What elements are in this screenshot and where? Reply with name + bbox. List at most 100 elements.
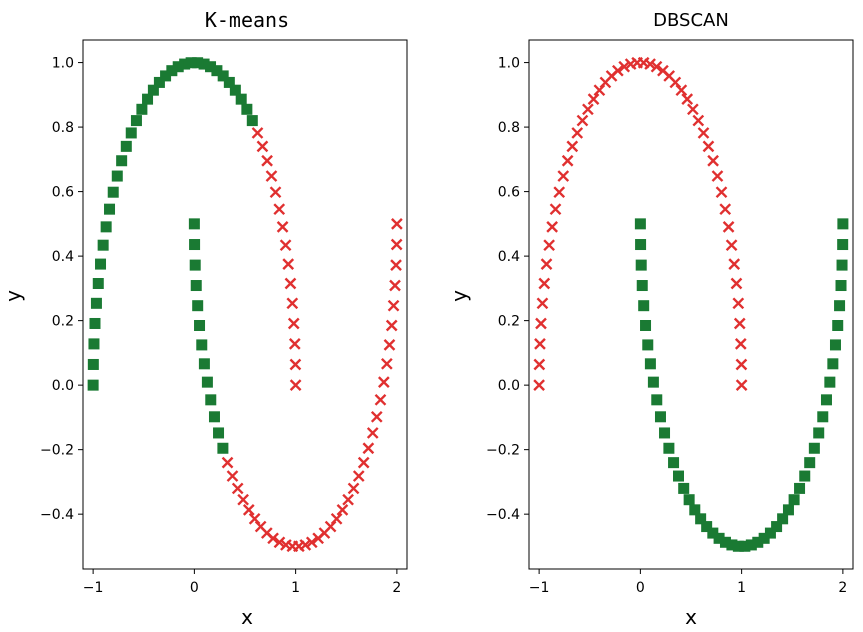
- dbscan-x-ticks: −1 0 1 2: [529, 569, 847, 596]
- dbscan-point-square: [745, 539, 757, 551]
- dbscan-point-square: [837, 239, 849, 251]
- dbscan-point-cross: [657, 64, 669, 77]
- dbscan-point-square: [659, 427, 671, 439]
- dbscan-point-cross: [618, 60, 631, 73]
- kmeans-point-cross: [362, 442, 375, 455]
- kmeans-point-square: [201, 376, 213, 388]
- kmeans-point-square: [172, 61, 184, 73]
- dbscan-point-cross: [571, 127, 584, 139]
- kmeans-point-cross: [279, 239, 292, 252]
- dbscan-point-cross: [543, 239, 556, 252]
- kmeans-point-square: [208, 411, 220, 423]
- dbscan-point-square: [758, 532, 770, 544]
- dbscan-point-cross: [533, 379, 545, 391]
- dbscan-point-square: [683, 494, 695, 506]
- kmeans-points: [87, 57, 403, 553]
- kmeans-point-square: [188, 218, 200, 230]
- kmeans-point-square: [142, 93, 154, 105]
- kmeans-point-cross: [273, 536, 286, 549]
- dbscan-point-square: [788, 494, 800, 506]
- dbscan-point-cross: [582, 103, 594, 116]
- kmeans-x-ticks: −1 0 1 2: [83, 569, 401, 596]
- kmeans-point-square: [205, 61, 217, 73]
- dbscan-point-cross: [681, 93, 694, 106]
- dbscan-point-cross: [538, 277, 551, 290]
- kmeans-point-square: [246, 115, 258, 127]
- kmeans-title: K-means: [205, 8, 289, 32]
- kmeans-point-cross: [284, 277, 297, 290]
- dbscan-point-cross: [549, 203, 562, 216]
- kmeans-point-cross: [366, 427, 379, 439]
- kmeans-y-tick-label: −0.4: [40, 507, 74, 523]
- dbscan-point-square: [739, 540, 751, 552]
- dbscan-point-square: [713, 532, 725, 544]
- kmeans-point-square: [194, 320, 206, 331]
- kmeans-point-square: [189, 239, 201, 251]
- kmeans-point-cross: [299, 539, 312, 551]
- kmeans-point-cross: [242, 503, 255, 516]
- dbscan-y-tick-label: 0.8: [498, 120, 520, 136]
- dbscan-point-square: [668, 457, 680, 469]
- kmeans-point-cross: [391, 218, 403, 230]
- dbscan-point-square: [636, 280, 648, 292]
- dbscan-point-cross: [725, 239, 738, 252]
- kmeans-point-cross: [237, 493, 249, 506]
- kmeans-point-cross: [347, 482, 360, 495]
- kmeans-point-cross: [330, 512, 343, 525]
- kmeans-point-square: [111, 170, 123, 182]
- kmeans-point-square: [205, 394, 217, 406]
- kmeans-point-cross: [256, 140, 269, 153]
- kmeans-point-square: [107, 186, 119, 198]
- dbscan-x-tick-label: 2: [838, 580, 847, 596]
- dbscan-y-tick-label: −0.2: [486, 443, 520, 459]
- dbscan-y-tick-label: 1.0: [498, 56, 520, 72]
- kmeans-point-square: [153, 76, 165, 88]
- dbscan-point-square: [732, 540, 744, 552]
- kmeans-point-cross: [265, 170, 278, 182]
- dbscan-point-cross: [566, 140, 579, 153]
- kmeans-x-tick-label: 0: [190, 580, 199, 596]
- kmeans-point-square: [185, 57, 197, 69]
- dbscan-point-square: [726, 539, 738, 551]
- dbscan-point-cross: [576, 114, 589, 127]
- kmeans-point-cross: [267, 532, 279, 545]
- dbscan-point-square: [635, 259, 647, 271]
- kmeans-point-square: [130, 115, 142, 127]
- dbscan-y-tick-label: −0.4: [486, 507, 520, 523]
- dbscan-axes-frame: [528, 39, 854, 570]
- kmeans-point-cross: [305, 536, 318, 549]
- kmeans-point-cross: [261, 154, 273, 167]
- kmeans-subplot: K-means −0.4 −0.2 0.0 0.2 0.4 0.6 0.8 1.0 −1 0 1 2…: [1, 8, 408, 629]
- dbscan-point-square: [777, 513, 789, 525]
- dbscan-x-tick-label: 1: [737, 580, 746, 596]
- kmeans-point-cross: [390, 238, 403, 251]
- kmeans-point-cross: [377, 376, 390, 388]
- kmeans-point-square: [189, 259, 201, 271]
- kmeans-point-square: [92, 278, 104, 289]
- kmeans-point-square: [136, 103, 148, 115]
- kmeans-point-square: [190, 280, 202, 292]
- kmeans-y-tick-label: 0.0: [52, 378, 74, 394]
- dbscan-point-cross: [734, 338, 747, 350]
- dbscan-point-cross: [702, 140, 715, 153]
- kmeans-point-square: [87, 358, 99, 370]
- dbscan-point-cross: [553, 186, 566, 199]
- dbscan-point-cross: [599, 76, 612, 89]
- dbscan-point-square: [642, 339, 654, 351]
- dbscan-point-cross: [730, 277, 743, 290]
- kmeans-point-cross: [251, 127, 264, 139]
- kmeans-point-square: [90, 297, 102, 309]
- kmeans-point-square: [196, 339, 208, 351]
- dbscan-point-cross: [593, 84, 606, 97]
- dbscan-point-square: [707, 527, 719, 539]
- kmeans-point-square: [88, 338, 100, 350]
- kmeans-point-cross: [370, 410, 383, 423]
- dbscan-point-square: [635, 239, 647, 251]
- kmeans-point-square: [125, 127, 137, 139]
- kmeans-point-square: [198, 58, 210, 70]
- kmeans-point-square: [120, 140, 132, 152]
- kmeans-point-cross: [357, 456, 370, 469]
- dbscan-point-cross: [650, 60, 663, 73]
- kmeans-point-square: [160, 70, 172, 82]
